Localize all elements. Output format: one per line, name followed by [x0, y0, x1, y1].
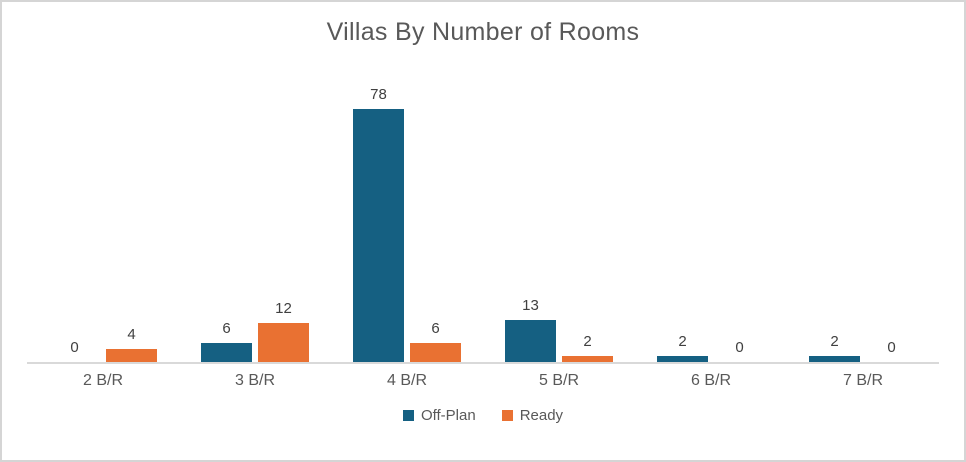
x-axis-label-6-b-r: 6 B/R [690, 372, 731, 389]
category-group-3-b-r: 6 12 [179, 109, 331, 362]
bar-ready-3-b-r: 12 [258, 300, 309, 362]
bar-off-plan-3-b-r: 6 [201, 320, 252, 362]
plot-area: 0 4 6 12 78 6 13 2 2 0 2 0 [27, 86, 939, 364]
bar-value-label-ready-6-b-r: 0 [735, 339, 744, 356]
bar-value-label-off-plan-6-b-r: 2 [678, 333, 687, 350]
legend-item-ready: Ready [501, 407, 564, 424]
bar-value-label-ready-2-b-r: 4 [127, 326, 136, 343]
category-group-4-b-r: 78 6 [331, 86, 483, 362]
bar-off-plan-7-b-r: 2 [809, 333, 860, 362]
bar-ready-4-b-r: 6 [410, 320, 461, 362]
bar-off-plan-5-b-r: 13 [505, 297, 556, 362]
x-axis-label-2-b-r: 2 B/R [82, 372, 123, 389]
x-axis-label-3-b-r: 3 B/R [234, 372, 275, 389]
bar-groups: 0 4 6 12 78 6 13 2 2 0 2 0 [27, 86, 939, 362]
bar-value-label-ready-3-b-r: 12 [275, 300, 292, 317]
bar-value-label-ready-4-b-r: 6 [431, 320, 440, 337]
bar-value-label-ready-5-b-r: 2 [583, 333, 592, 350]
bar-value-label-off-plan-3-b-r: 6 [222, 320, 231, 337]
legend-item-off-plan: Off-Plan [402, 407, 476, 424]
bar-value-label-off-plan-4-b-r: 78 [370, 86, 387, 103]
bar-ready-2-b-r: 4 [106, 326, 157, 362]
legend: Off-Plan Ready [2, 407, 964, 424]
bar-value-label-off-plan-2-b-r: 0 [70, 339, 79, 356]
x-axis-label-7-b-r: 7 B/R [842, 372, 883, 389]
bar-ready-5-b-r: 2 [562, 333, 613, 362]
category-group-5-b-r: 13 2 [483, 109, 635, 362]
legend-swatch-ready [501, 410, 513, 421]
x-axis-line [27, 362, 939, 364]
legend-swatch-off-plan [402, 410, 414, 421]
bar-value-label-ready-7-b-r: 0 [887, 339, 896, 356]
chart-title: Villas By Number of Rooms [326, 18, 640, 46]
bar-off-plan-4-b-r: 78 [353, 86, 404, 362]
bar-value-label-off-plan-7-b-r: 2 [830, 333, 839, 350]
bar-value-label-off-plan-5-b-r: 13 [522, 297, 539, 314]
x-axis-label-4-b-r: 4 B/R [386, 372, 427, 389]
legend-label-off-plan: Off-Plan [420, 407, 476, 424]
bar-off-plan-6-b-r: 2 [657, 333, 708, 362]
x-axis-labels: 2 B/R 3 B/R 4 B/R 5 B/R 6 B/R 7 B/R [27, 372, 939, 390]
x-axis-label-5-b-r: 5 B/R [538, 372, 579, 389]
legend-label-ready: Ready [519, 407, 564, 424]
